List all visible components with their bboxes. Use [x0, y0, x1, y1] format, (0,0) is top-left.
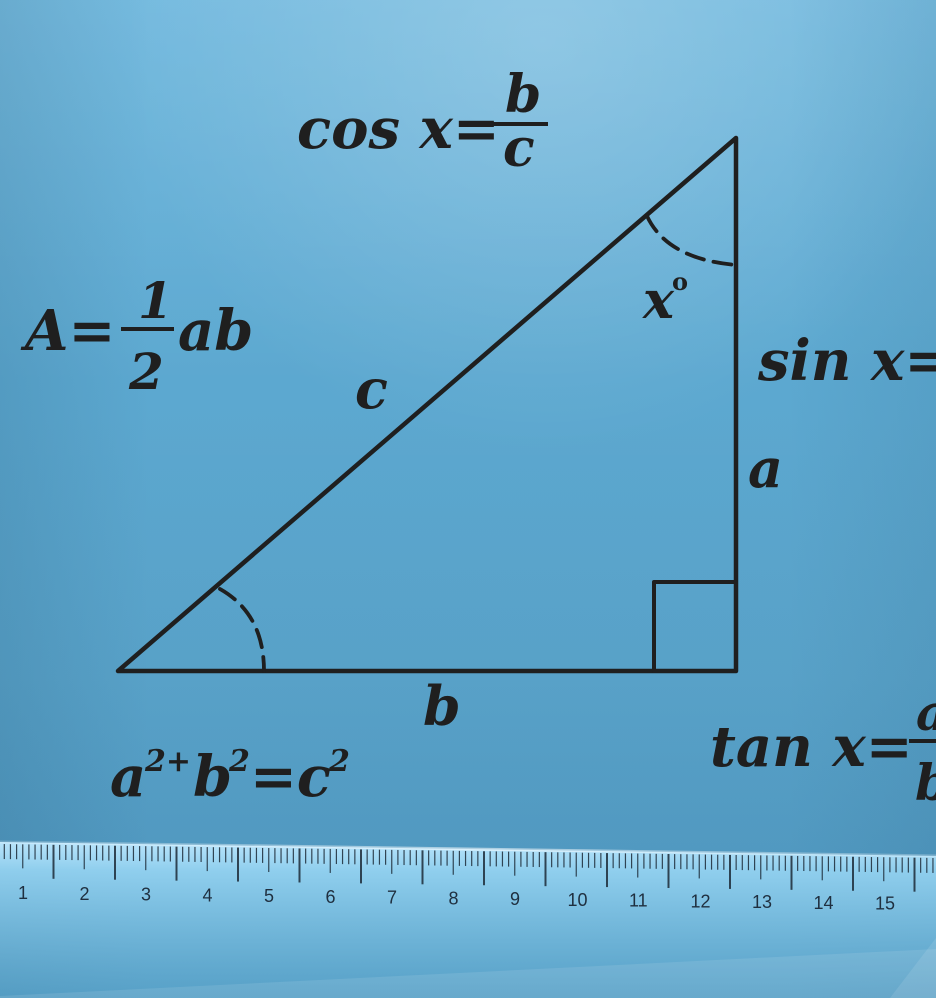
ruler-tick-label: 6: [326, 887, 336, 907]
ruler-ticks: [3, 844, 934, 892]
top-angle-arc: [645, 214, 738, 267]
area-formula: A= 1 2 ab: [20, 271, 253, 401]
bottom-angle-arc: [218, 587, 266, 673]
ruler-tick-label: 11: [629, 891, 648, 911]
ruler-tick-label: 3: [141, 885, 151, 905]
tan-formula: tan x= a b: [710, 683, 936, 812]
ruler-tick-label: 8: [449, 888, 459, 908]
pythag-b-exponent: 2: [228, 744, 250, 779]
cos-prefix: cos x=: [297, 96, 500, 162]
ruler-tick-label: 4: [203, 885, 213, 905]
tan-denominator: b: [915, 753, 936, 812]
ruler-tick-label: 15: [875, 894, 895, 914]
ruler-tick-label: 14: [814, 893, 834, 913]
pythag-b: b: [193, 744, 232, 810]
area-suffix: ab: [178, 298, 253, 364]
pythag-a: a: [110, 744, 146, 810]
sin-formula: sin x=: [757, 328, 936, 394]
hypotenuse-label: c: [355, 357, 388, 421]
ruler-corner-glare: [890, 938, 936, 998]
cos-numerator: b: [505, 64, 541, 125]
tan-numerator: a: [916, 683, 936, 742]
ruler-tick-label: 5: [264, 886, 274, 906]
ruler-tick-label: 12: [691, 891, 711, 911]
pythag-a-exponent: 2+: [144, 744, 191, 779]
ruler-tick-label: 7: [387, 888, 397, 908]
vertical-side-label: a: [748, 436, 783, 500]
ruler-labels: 1 2 3 4 5 6 7 8 9 10 11 12 13 14 15: [18, 883, 895, 914]
pythag-c-exponent: 2: [328, 744, 350, 779]
ruler: 1 2 3 4 5 6 7 8 9 10 11 12 13 14 15: [0, 840, 936, 998]
ruler-tick-label: 10: [568, 890, 588, 910]
angle-label: x: [642, 270, 675, 331]
triangle-outline: [115, 135, 739, 674]
area-prefix: A=: [20, 298, 115, 364]
tan-prefix: tan x=: [710, 714, 913, 780]
pythag-equals-c: =c: [250, 744, 331, 810]
area-numerator: 1: [138, 271, 173, 330]
ruler-tick-label: 2: [80, 884, 90, 904]
ruler-tick-label: 13: [752, 892, 772, 912]
cos-denominator: c: [503, 118, 535, 179]
degree-label: o: [672, 267, 688, 296]
ruler-tick-label: 1: [18, 883, 28, 903]
ruler-highlight: [0, 840, 936, 858]
ruler-lower-glare: [0, 949, 936, 998]
ruler-body: [0, 842, 936, 998]
pythagorean-formula: a 2+ b 2 =c 2: [110, 744, 350, 810]
base-label: b: [423, 674, 461, 738]
ruler-tick-label: 9: [510, 889, 520, 909]
right-triangle: [115, 135, 739, 674]
area-denominator: 2: [128, 342, 164, 401]
right-angle-marker: [652, 580, 738, 673]
cos-formula: cos x= b c: [297, 64, 548, 179]
